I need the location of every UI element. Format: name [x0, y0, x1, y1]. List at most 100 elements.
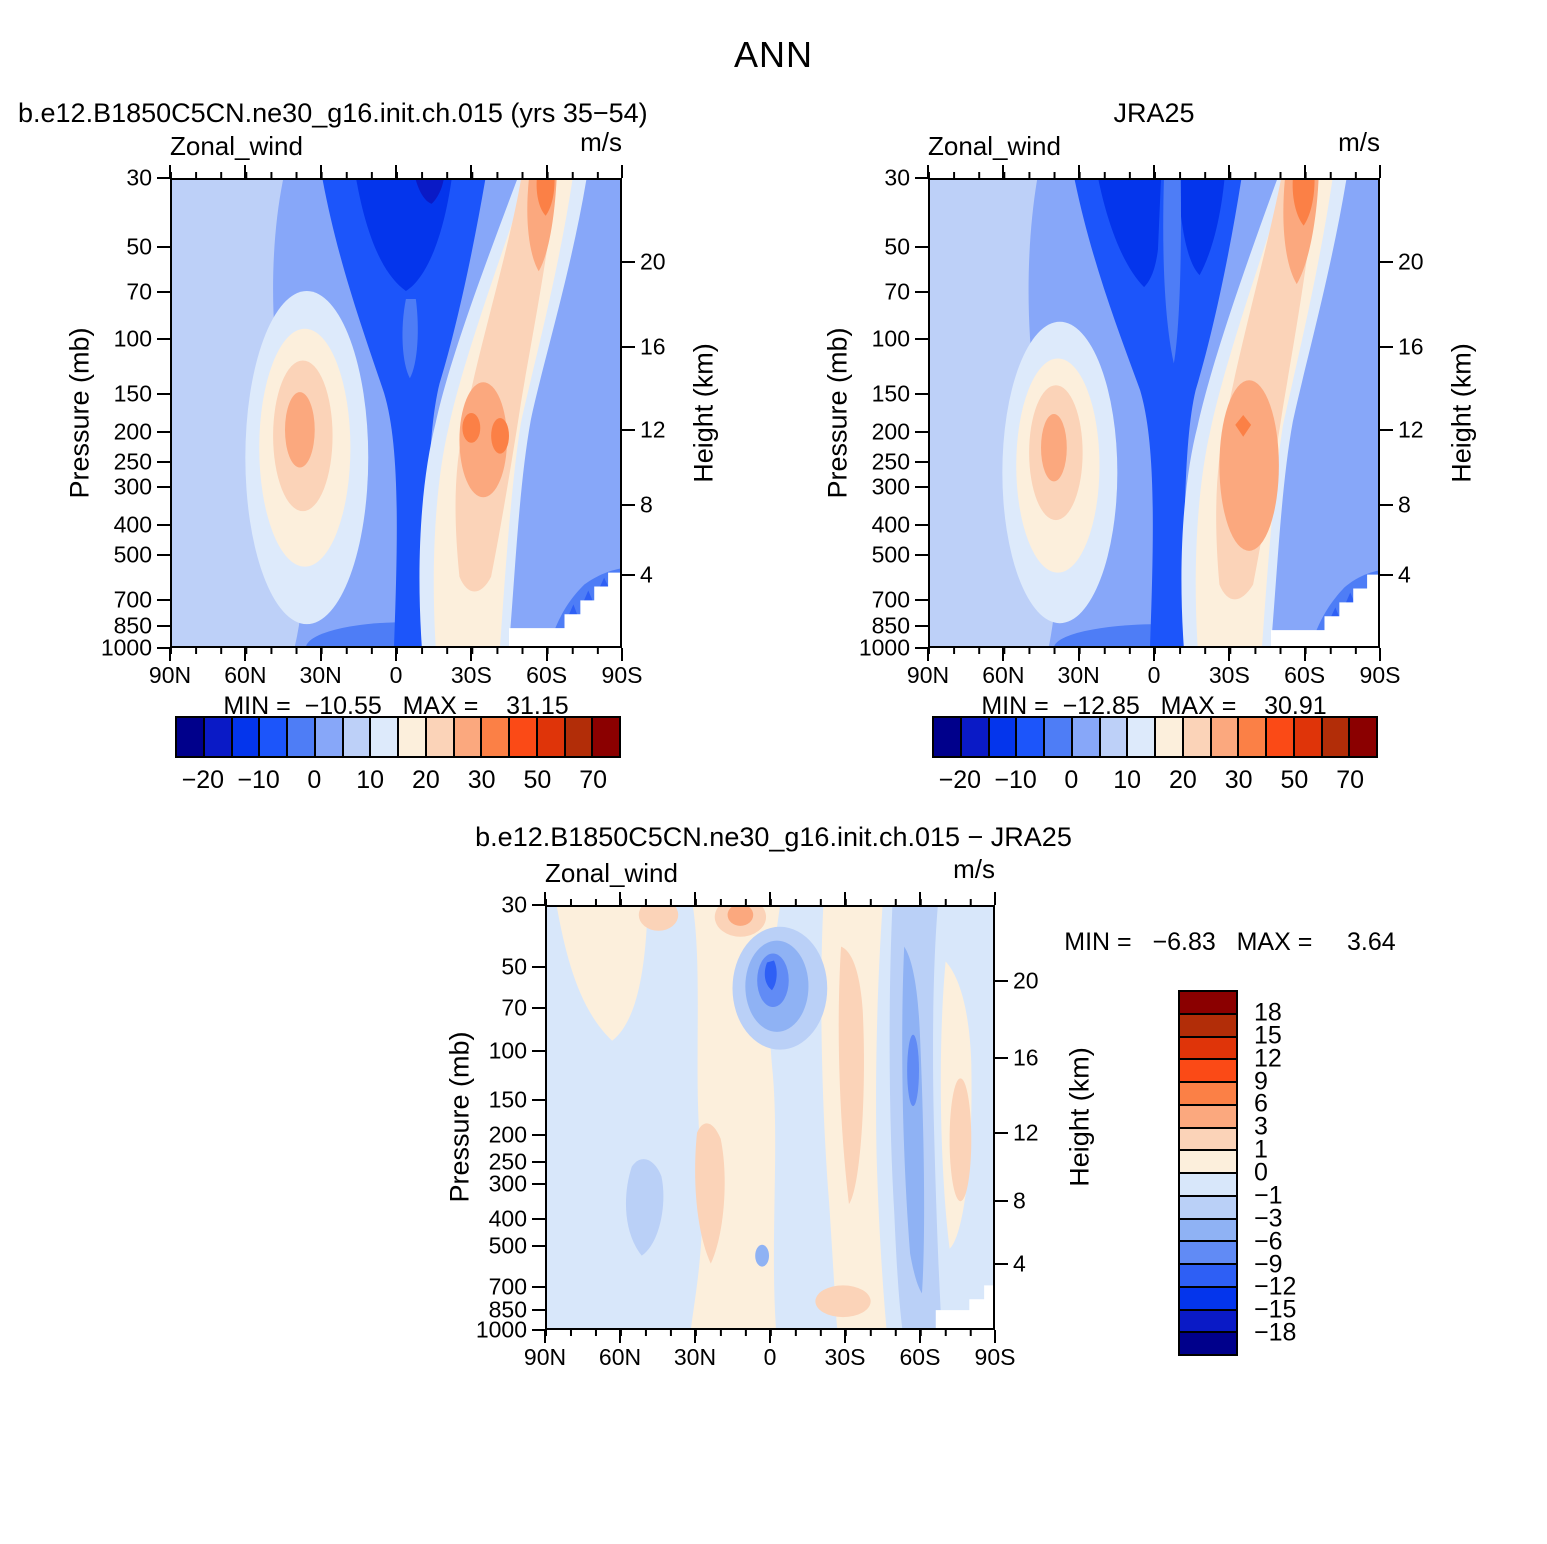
pressure-tick-label: 50	[884, 233, 910, 260]
diff-panel-title: b.e12.B1850C5CN.ne30_g16.init.ch.015 − J…	[475, 822, 1072, 852]
major-tick	[927, 648, 929, 661]
major-tick	[157, 625, 170, 628]
colorbar-cell	[1265, 718, 1293, 756]
model-units-label: m/s	[580, 127, 622, 157]
obs-axis-bottom	[927, 648, 1381, 661]
major-tick	[157, 392, 170, 395]
major-tick	[532, 1099, 545, 1102]
colorbar-label: −20	[938, 766, 982, 794]
lat-tick-label: 30N	[299, 662, 342, 688]
colorbar-cell	[934, 718, 960, 756]
pressure-tick-label: 300	[113, 473, 152, 500]
lat-tick-label: 60S	[526, 662, 568, 688]
colorbar-label: 6	[1254, 1089, 1268, 1118]
diff-minmax-stats: MIN = −6.83 MAX = 3.64	[1064, 928, 1396, 956]
lat-tick-label: 60S	[1284, 662, 1326, 688]
major-tick	[995, 1057, 1008, 1059]
pressure-tick-label: 200	[488, 1121, 527, 1148]
major-tick	[622, 504, 635, 507]
colorbar-cell	[1098, 718, 1127, 756]
major-tick	[769, 892, 771, 905]
colorbar-label: −12	[1254, 1272, 1297, 1301]
colorbar-cell	[452, 718, 481, 756]
colorbar-cell	[230, 718, 259, 756]
colorbar-cell	[1180, 992, 1236, 1013]
major-tick	[532, 966, 545, 969]
major-tick	[619, 892, 621, 905]
colorbar-cell	[1180, 1331, 1236, 1354]
colorbar-cell	[369, 718, 397, 756]
pressure-tick-label: 850	[871, 612, 910, 639]
lat-tick-label: 60N	[598, 1344, 642, 1370]
height-tick-label: 8	[1398, 491, 1411, 518]
lat-tick-label: 30N	[1057, 662, 1100, 688]
colorbar-cell	[563, 718, 592, 756]
colorbar-cell	[1320, 718, 1349, 756]
lat-tick-label: 90S	[974, 1344, 1016, 1370]
major-tick	[995, 1131, 1008, 1134]
lat-tick-label: 90N	[148, 662, 192, 688]
model-contour-plot	[170, 178, 622, 648]
major-tick	[1380, 346, 1393, 349]
colorbar-cell	[1180, 1012, 1236, 1036]
colorbar-cell	[959, 718, 988, 756]
lat-tick-label: 30S	[824, 1344, 866, 1370]
colorbar-label: 70	[579, 766, 608, 794]
model-axis-left	[157, 177, 170, 649]
pressure-tick-label: 400	[488, 1205, 527, 1232]
pressure-tick-label: 400	[871, 511, 910, 538]
major-tick	[395, 648, 397, 661]
obs-height-axis-title: Height (km)	[1446, 343, 1477, 483]
major-tick	[545, 165, 548, 178]
height-tick-label: 12	[1398, 416, 1424, 443]
model-contour-field	[172, 180, 620, 646]
colorbar-cell	[591, 718, 619, 756]
major-tick	[918, 1330, 921, 1343]
colorbar-cell	[1180, 1217, 1236, 1241]
colorbar-label: 1	[1254, 1135, 1268, 1164]
lat-tick-label: 90S	[601, 662, 643, 688]
pressure-tick-label: 30	[501, 891, 527, 918]
major-tick	[157, 553, 170, 556]
major-tick	[532, 1183, 545, 1186]
diff-axis-right	[995, 905, 1008, 1330]
colorbar-cell	[480, 718, 508, 756]
major-tick	[169, 165, 171, 178]
pressure-tick-label: 250	[113, 448, 152, 475]
major-tick	[1380, 428, 1393, 431]
colorbar-label: −10	[994, 766, 1037, 794]
colorbar-cell	[1180, 1081, 1236, 1104]
height-tick-label: 4	[1013, 1250, 1026, 1277]
colorbar-label: 3	[1254, 1112, 1268, 1141]
colorbar-label: 30	[467, 766, 496, 794]
major-tick	[1153, 648, 1155, 661]
diff-height-axis-title: Height (km)	[1064, 1047, 1095, 1187]
pressure-tick-label: 700	[871, 586, 910, 613]
major-tick	[1379, 165, 1381, 178]
obs-field-label: Zonal_wind	[928, 131, 1061, 161]
obs-contour-field	[930, 180, 1378, 646]
major-tick	[915, 338, 928, 341]
colorbar-label: 50	[1280, 766, 1309, 794]
major-tick	[470, 648, 473, 661]
major-tick	[622, 346, 635, 349]
height-tick-label: 4	[640, 561, 653, 588]
colorbar-label: 30	[1224, 766, 1253, 794]
major-tick	[532, 1329, 545, 1331]
colorbar-label: −3	[1254, 1204, 1283, 1233]
major-tick	[1380, 504, 1393, 507]
major-tick	[621, 165, 623, 178]
diff-contour-plot	[545, 905, 995, 1330]
diff-units-label: m/s	[953, 854, 995, 884]
major-tick	[994, 1330, 996, 1343]
pressure-tick-label: 250	[871, 448, 910, 475]
model-height-tick-labels: 20 16 12 8 4	[640, 178, 700, 648]
major-tick	[1002, 648, 1005, 661]
major-tick	[915, 553, 928, 556]
major-tick	[532, 1161, 545, 1164]
major-tick	[244, 165, 247, 178]
height-tick-label: 12	[640, 416, 666, 443]
major-tick	[1077, 165, 1080, 178]
major-tick	[1303, 165, 1306, 178]
lat-tick-label: 90N	[523, 1344, 567, 1370]
